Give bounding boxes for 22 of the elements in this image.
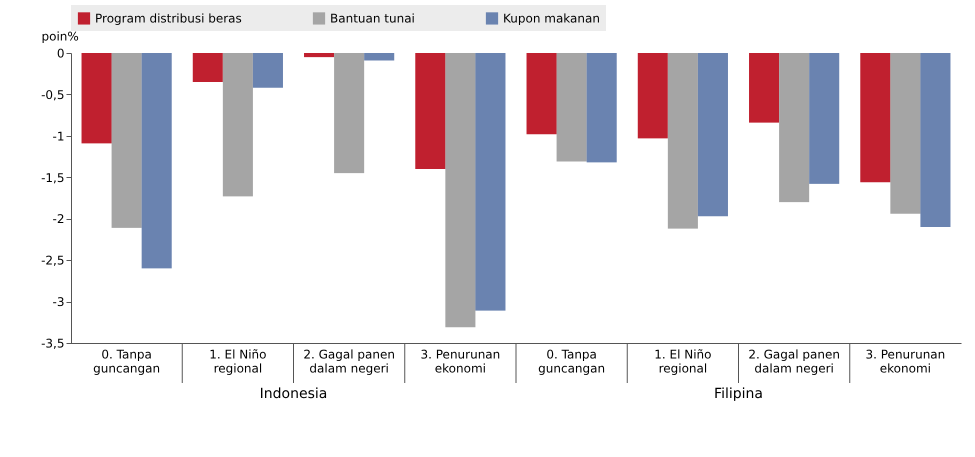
x-tick-label: 2. Gagal panen dalam negeri: [748, 348, 840, 376]
text: Filipina: [714, 386, 763, 402]
y-tick-label: -3,5: [41, 336, 64, 350]
y-axis-title: poin%: [42, 30, 79, 44]
x-tick-label: 1. El Niño regional: [654, 348, 712, 376]
x-tick-label: 3. Penurunan ekonomi: [865, 348, 946, 376]
y-tick-label: -3: [52, 295, 64, 310]
legend-label: Kupon makanan: [503, 11, 600, 26]
x-tick-label: 1. El Niño regional: [209, 348, 267, 376]
y-tick-label: 0: [56, 46, 64, 60]
x-tick-label: 0. Tanpa guncangan: [538, 348, 606, 376]
y-tick-label: -1: [52, 129, 64, 144]
legend-label: Program distribusi beras: [95, 11, 242, 26]
y-tick-label: -2: [52, 212, 64, 226]
text: Indonesia: [260, 386, 328, 402]
y-tick-label: -2,5: [41, 254, 64, 268]
x-tick-label: 0. Tanpa guncangan: [93, 348, 160, 376]
x-tick-label: 3. Penurunan ekonomi: [420, 348, 500, 376]
legend-label: Bantuan tunai: [330, 11, 415, 26]
y-tick-label: -0,5: [41, 88, 64, 102]
y-tick-label: -1,5: [41, 170, 64, 185]
x-tick-label: 2. Gagal panen dalam negeri: [303, 348, 395, 376]
